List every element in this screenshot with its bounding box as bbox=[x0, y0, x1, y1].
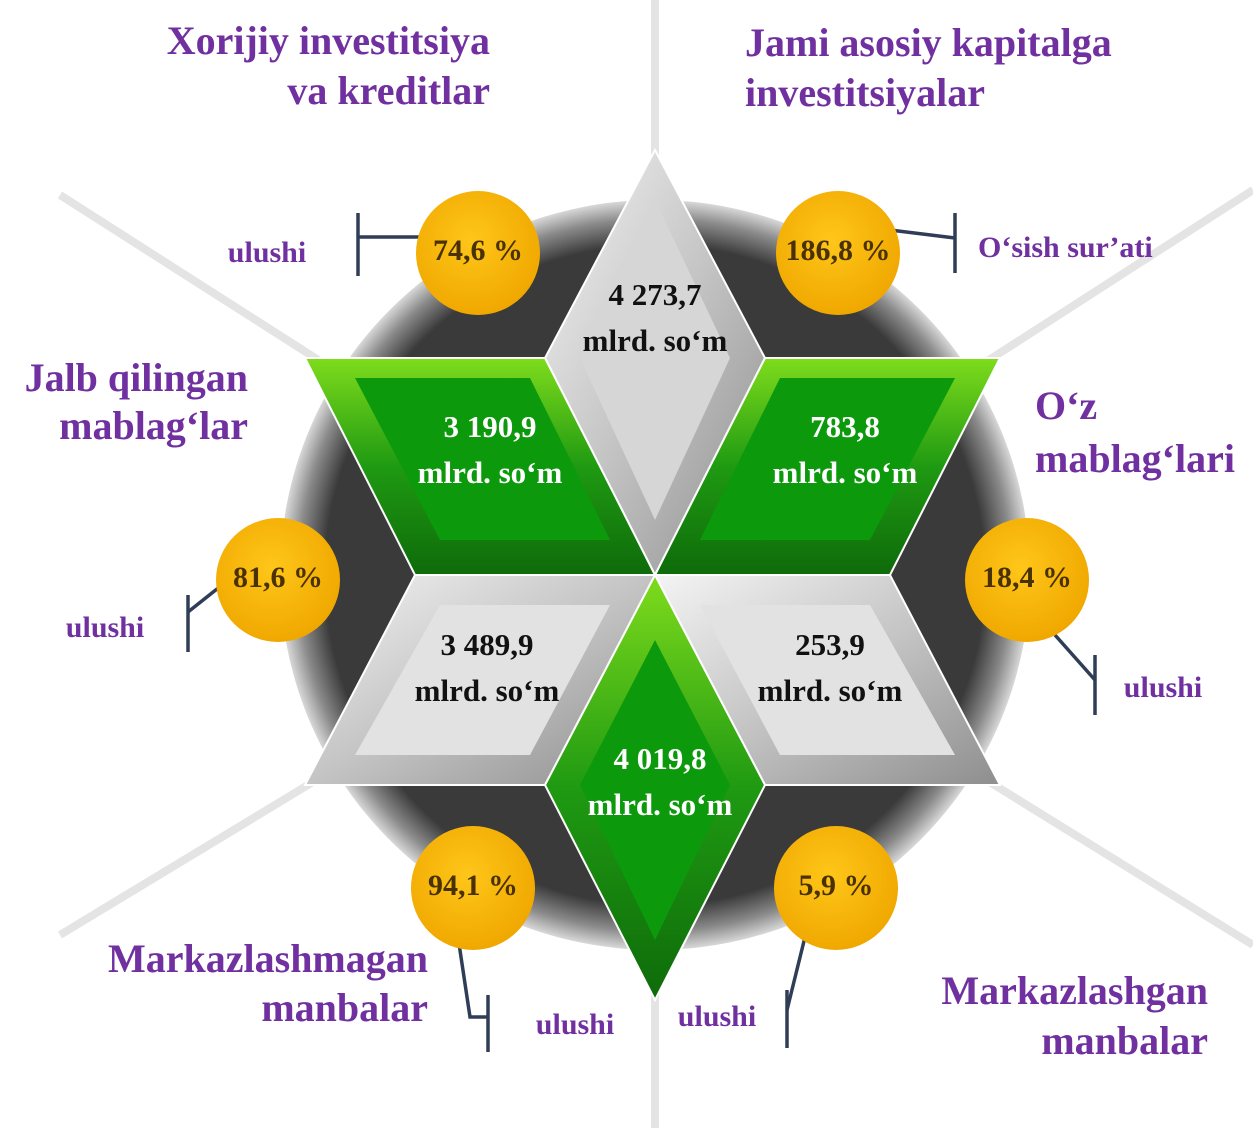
diamond-upper-right-face bbox=[700, 378, 955, 540]
badge-percent: 81,6 % bbox=[233, 561, 323, 594]
badge-percent: 94,1 % bbox=[428, 869, 518, 902]
title-line: investitsiyalar bbox=[745, 70, 985, 115]
diamond-top-face bbox=[580, 200, 730, 520]
badge-caption: ulushi bbox=[66, 611, 144, 644]
title-line: manbalar bbox=[261, 985, 428, 1030]
amount-value: 253,9 bbox=[795, 627, 865, 662]
amount-value: 4 273,7 bbox=[609, 277, 702, 312]
amount-unit: mlrd. so‘m bbox=[588, 787, 733, 822]
badge-caption: ulushi bbox=[228, 236, 306, 269]
title-line: Jalb qilingan bbox=[25, 355, 248, 400]
badge-circle bbox=[411, 826, 535, 950]
connectors bbox=[186, 213, 1097, 1052]
badge-circle bbox=[216, 518, 340, 642]
title-line: va kreditlar bbox=[287, 68, 490, 113]
badge-percent: 74,6 % bbox=[433, 234, 523, 267]
star bbox=[303, 147, 1002, 1003]
amount-unit: mlrd. so‘m bbox=[418, 455, 563, 490]
title-line: manbalar bbox=[1041, 1018, 1208, 1063]
amount-value: 3 190,9 bbox=[444, 409, 537, 444]
amount-unit: mlrd. so‘m bbox=[773, 455, 918, 490]
title-line: mablag‘lar bbox=[59, 403, 248, 448]
badge-percent: 5,9 % bbox=[799, 869, 874, 902]
badge-caption: ulushi bbox=[536, 1008, 614, 1041]
title-line: mablag‘lari bbox=[1035, 436, 1235, 481]
title-line: Markazlashmagan bbox=[108, 936, 428, 981]
badge-circle bbox=[416, 191, 540, 315]
amount-unit: mlrd. so‘m bbox=[758, 673, 903, 708]
amount-unit: mlrd. so‘m bbox=[583, 323, 728, 358]
title-line: Xorijiy investitsiya bbox=[167, 18, 490, 63]
badge-percent: 186,8 % bbox=[786, 234, 891, 267]
title-line: Jami asosiy kapitalga bbox=[745, 20, 1112, 65]
amount-value: 4 019,8 bbox=[614, 741, 707, 776]
badge-caption: ulushi bbox=[678, 1000, 756, 1033]
badge-percent: 18,4 % bbox=[982, 561, 1072, 594]
diamond-lower-right-face bbox=[700, 605, 955, 755]
title-line: Markazlashgan bbox=[941, 968, 1208, 1013]
title-line: O‘z bbox=[1035, 383, 1097, 428]
amount-value: 3 489,9 bbox=[441, 627, 534, 662]
diamond-upper-left-face bbox=[355, 378, 610, 540]
badge-caption: ulushi bbox=[1124, 671, 1202, 704]
diamond-bottom-face bbox=[580, 640, 730, 940]
amount-unit: mlrd. so‘m bbox=[415, 673, 560, 708]
badge-circle bbox=[776, 191, 900, 315]
amount-value: 783,8 bbox=[810, 409, 880, 444]
badge-circle bbox=[965, 518, 1089, 642]
badge-circle bbox=[774, 826, 898, 950]
diamond-lower-left-face bbox=[355, 605, 610, 755]
badge-caption: O‘sish sur’ati bbox=[978, 231, 1153, 264]
